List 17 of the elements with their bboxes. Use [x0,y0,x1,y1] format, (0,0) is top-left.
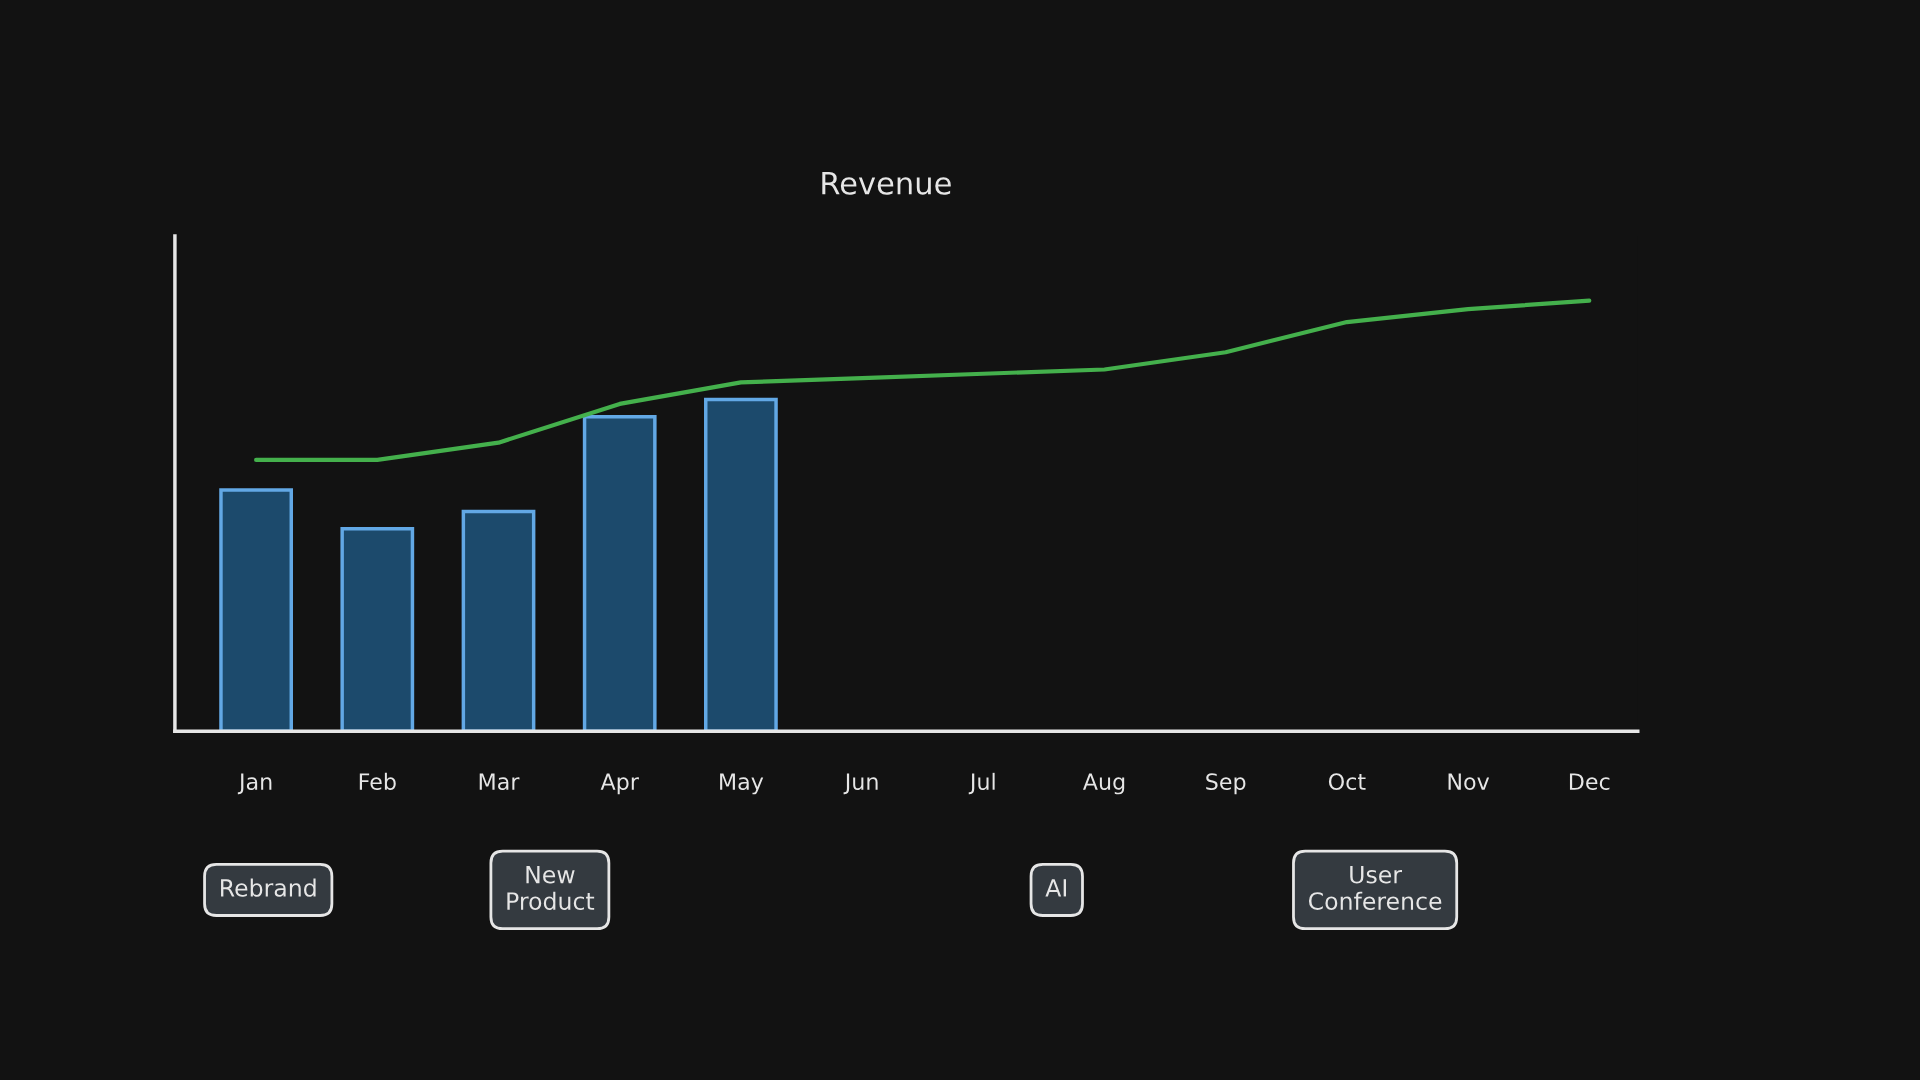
x-tick-label: Apr [600,773,639,795]
x-tick-label: Feb [359,772,396,791]
x-tick-label: Mar [479,773,520,791]
x-tick-label: Aug [1082,773,1125,795]
x-tick-label: Jan [237,773,272,795]
x-tick-label: Dec [1569,773,1610,791]
text: AI [1045,879,1067,897]
text: User Conference [1308,866,1442,910]
x-tick-label: Jun [843,773,878,795]
x-tick-label: Nov [1448,773,1490,791]
text: New Product [507,866,595,910]
text: Rebrand [221,878,316,897]
chart-title: Revenue [822,172,951,195]
x-tick-label: May [720,773,764,795]
x-tick-label: Sep [1206,773,1246,795]
x-tick-label: Oct [1328,773,1366,791]
x-tick-label: Jul [968,772,995,795]
